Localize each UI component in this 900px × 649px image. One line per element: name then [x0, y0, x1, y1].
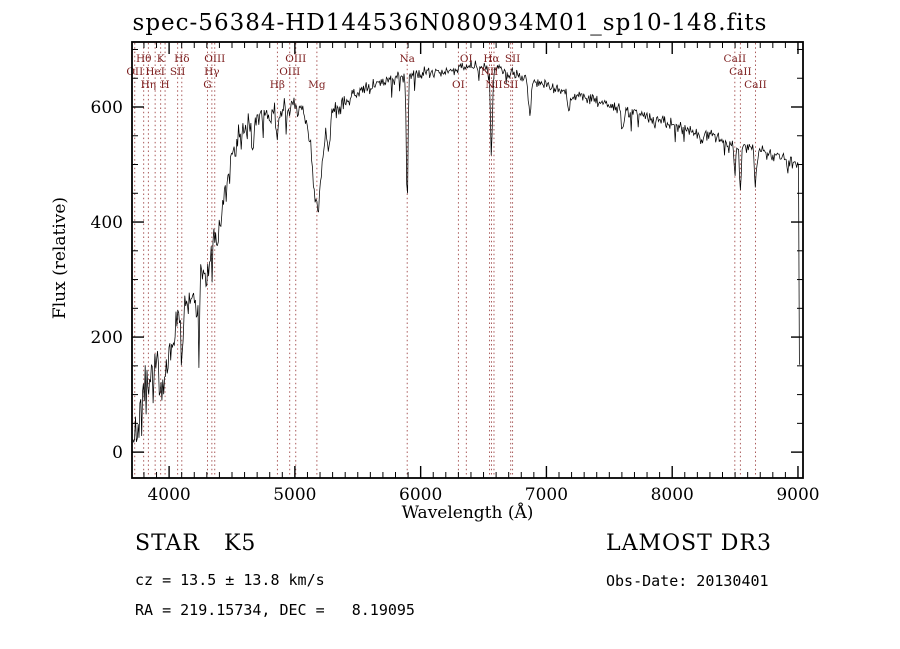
spectral-line-label: OI: [452, 79, 465, 91]
spectral-line-label: CaII: [744, 79, 767, 91]
y-tick-label: 200: [91, 328, 123, 348]
plot-frame: [131, 41, 804, 479]
spectral-line-label: Na: [399, 53, 414, 65]
spectral-line-label: OIII: [285, 53, 306, 65]
x-tick-label: 5000: [273, 485, 316, 505]
x-tick-label: 4000: [147, 485, 190, 505]
spectral-line-label: SII: [505, 53, 521, 65]
x-tick-label: 6000: [399, 485, 442, 505]
y-tick-label: 0: [112, 443, 123, 463]
y-tick-label: 400: [91, 213, 123, 233]
plot-title: spec-56384-HD144536N080934M01_sp10-148.f…: [132, 10, 768, 36]
spectral-line-label: G: [203, 79, 211, 91]
spectral-line-label: OII: [126, 66, 143, 78]
spectral-line-label: NII: [481, 66, 498, 78]
spectral-line-label: Hη: [141, 79, 156, 91]
y-tick-label: 600: [91, 98, 123, 118]
spectral-line-label: OIII: [204, 53, 225, 65]
spectral-line-label: Hα: [483, 53, 499, 65]
spectral-line-label: SII: [170, 66, 186, 78]
spectral-line-label: Hθ: [136, 53, 151, 65]
spectral-line-label: OI: [460, 53, 473, 65]
spectral-line-label: Hδ: [174, 53, 189, 65]
spectral-line-label: H: [160, 79, 169, 91]
ra-dec-text: RA = 219.15734, DEC = 8.19095: [135, 601, 415, 619]
obs-date-text: Obs-Date: 20130401: [606, 572, 769, 590]
x-tick-label: 8000: [651, 485, 694, 505]
spectral-line-label: SII: [503, 79, 519, 91]
x-tick-label: 7000: [525, 485, 568, 505]
survey-release-label: LAMOST DR3: [606, 531, 772, 556]
spectral-line-label: CaII: [729, 66, 752, 78]
spectral-line-label: Hβ: [270, 79, 285, 91]
spectral-line-label: CaII: [724, 53, 747, 65]
spectral-line-label: Hγ: [204, 66, 219, 78]
spectral-line-label: NII: [485, 79, 502, 91]
spectral-line-label: K: [157, 53, 165, 65]
spectrum-trace: [132, 59, 800, 443]
spectral-line-label: Mg: [308, 79, 326, 91]
spectral-line-label: HeI: [145, 66, 165, 78]
y-axis-label: Flux (relative): [50, 196, 70, 320]
x-axis-label: Wavelength (Å): [401, 503, 534, 523]
spectral-line-label: OIII: [279, 66, 300, 78]
classification-label: STAR K5: [135, 531, 257, 556]
redshift-velocity-text: cz = 13.5 ± 13.8 km/s: [135, 571, 325, 589]
x-tick-label: 9000: [776, 485, 819, 505]
